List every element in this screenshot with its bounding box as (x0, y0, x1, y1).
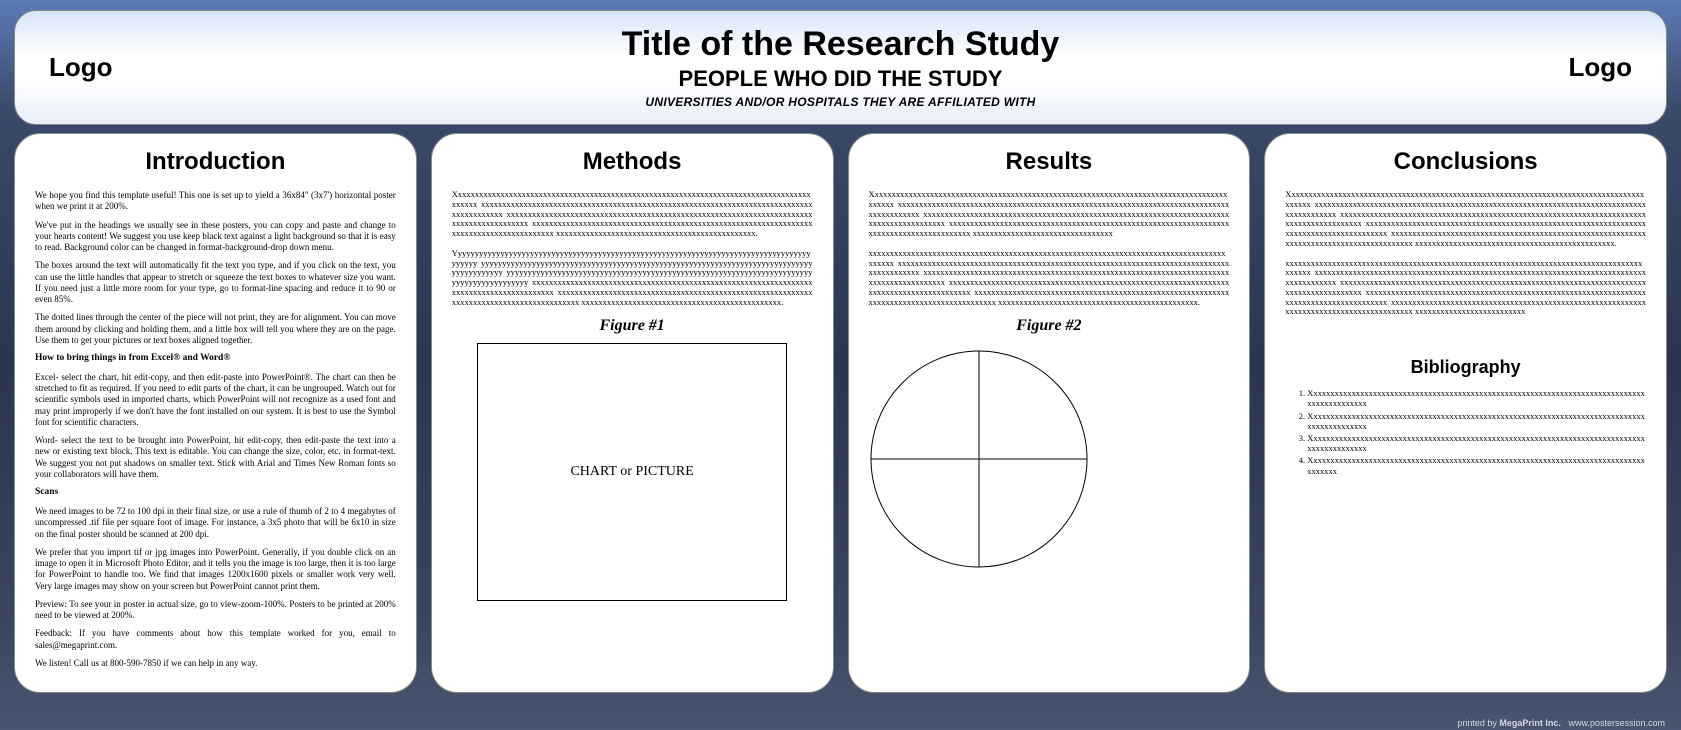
panel-methods: Methods Xxxxxxxxxxxxxxxxxxxxxxxxxxxxxxxx… (431, 133, 834, 693)
conclusions-block1: Xxxxxxxxxxxxxxxxxxxxxxxxxxxxxxxxxxxxxxxx… (1285, 190, 1646, 249)
figure1-label: Figure #1 (452, 317, 813, 335)
intro-p8: We prefer that you import tif or jpg ima… (35, 547, 396, 592)
bib-item: Xxxxxxxxxxxxxxxxxxxxxxxxxxxxxxxxxxxxxxxx… (1307, 455, 1646, 475)
intro-body: We hope you find this template useful! T… (35, 190, 396, 669)
poster-columns: Introduction We hope you find this templ… (0, 133, 1681, 693)
poster-authors: PEOPLE WHO DID THE STUDY (113, 66, 1569, 92)
panel-introduction: Introduction We hope you find this templ… (14, 133, 417, 693)
intro-p6: Word- select the text to be brought into… (35, 435, 396, 480)
intro-p3: The boxes around the text will automatic… (35, 260, 396, 305)
chart-placeholder-box: CHART or PICTURE (477, 343, 787, 601)
heading-results: Results (869, 148, 1230, 176)
results-block1: Xxxxxxxxxxxxxxxxxxxxxxxxxxxxxxxxxxxxxxxx… (869, 190, 1230, 239)
bib-item: Xxxxxxxxxxxxxxxxxxxxxxxxxxxxxxxxxxxxxxxx… (1307, 388, 1646, 408)
bibliography-list: Xxxxxxxxxxxxxxxxxxxxxxxxxxxxxxxxxxxxxxxx… (1285, 388, 1646, 476)
intro-h2: Scans (35, 487, 396, 499)
bib-item: Xxxxxxxxxxxxxxxxxxxxxxxxxxxxxxxxxxxxxxxx… (1307, 433, 1646, 453)
chart-placeholder-text: CHART or PICTURE (570, 464, 693, 480)
logo-right: Logo (1568, 52, 1632, 83)
intro-p4: The dotted lines through the center of t… (35, 312, 396, 346)
heading-conclusions: Conclusions (1285, 148, 1646, 176)
poster-title: Title of the Research Study (113, 26, 1569, 63)
header-center: Title of the Research Study PEOPLE WHO D… (113, 26, 1569, 108)
panel-conclusions: Conclusions Xxxxxxxxxxxxxxxxxxxxxxxxxxxx… (1264, 133, 1667, 693)
heading-methods: Methods (452, 148, 813, 176)
methods-block2: Yyyyyyyyyyyyyyyyyyyyyyyyyyyyyyyyyyyyyyyy… (452, 249, 813, 308)
poster-header: Logo Title of the Research Study PEOPLE … (14, 10, 1667, 125)
pie-chart-icon (869, 349, 1089, 569)
heading-bibliography: Bibliography (1285, 357, 1646, 378)
bib-item: Xxxxxxxxxxxxxxxxxxxxxxxxxxxxxxxxxxxxxxxx… (1307, 411, 1646, 431)
intro-p9: Preview: To see your in poster in actual… (35, 599, 396, 622)
poster-affiliation: UNIVERSITIES AND/OR HOSPITALS THEY ARE A… (113, 95, 1569, 109)
figure2-label: Figure #2 (869, 317, 1230, 335)
intro-p10: Feedback: If you have comments about how… (35, 628, 396, 651)
results-block2: xxxxxxxxxxxxxxxxxxxxxxxxxxxxxxxxxxxxxxxx… (869, 249, 1230, 308)
heading-introduction: Introduction (35, 148, 396, 176)
methods-block1: Xxxxxxxxxxxxxxxxxxxxxxxxxxxxxxxxxxxxxxxx… (452, 190, 813, 239)
intro-p5: Excel- select the chart, hit edit-copy, … (35, 372, 396, 428)
intro-h1: How to bring things in from Excel® and W… (35, 353, 396, 365)
intro-p2: We've put in the headings we usually see… (35, 220, 396, 254)
intro-p1: We hope you find this template useful! T… (35, 190, 396, 213)
intro-p11: We listen! Call us at 800-590-7850 if we… (35, 658, 396, 669)
conclusions-block2: xxxxxxxxxxxxxxxxxxxxxxxxxxxxxxxxxxxxxxxx… (1285, 259, 1646, 318)
intro-p7: We need images to be 72 to 100 dpi in th… (35, 506, 396, 540)
logo-left: Logo (49, 52, 113, 83)
panel-results: Results Xxxxxxxxxxxxxxxxxxxxxxxxxxxxxxxx… (848, 133, 1251, 693)
